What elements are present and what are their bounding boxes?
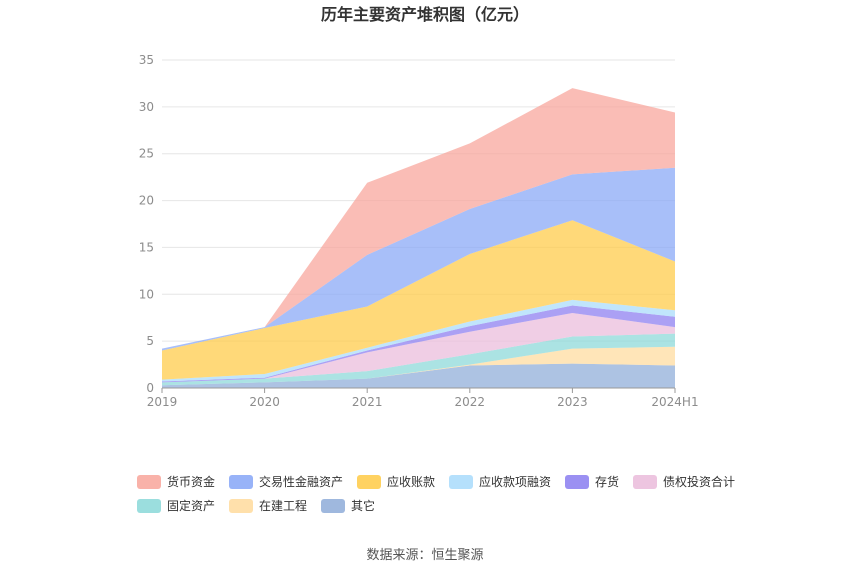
y-tick-label: 0 <box>146 381 154 395</box>
legend-swatch <box>137 499 161 513</box>
area-series-3 <box>162 313 675 383</box>
legend-label: 应收账款 <box>387 474 435 489</box>
legend-swatch <box>357 475 381 489</box>
legend-label: 在建工程 <box>259 498 307 513</box>
chart-title: 历年主要资产堆积图（亿元） <box>321 5 529 24</box>
area-series-0 <box>162 363 675 388</box>
legend-item[interactable]: 债权投资合计 <box>633 474 735 489</box>
area-series-8 <box>162 88 675 349</box>
y-tick-label: 35 <box>139 53 154 67</box>
y-tick-label: 15 <box>139 240 154 254</box>
legend-item[interactable]: 固定资产 <box>137 498 215 513</box>
area-series-4 <box>162 305 675 383</box>
legend-item[interactable]: 交易性金融资产 <box>229 474 343 489</box>
x-tick-label: 2022 <box>455 395 486 409</box>
area-series-7 <box>162 167 675 351</box>
data-source: 数据来源：恒生聚源 <box>366 548 483 563</box>
legend-item[interactable]: 应收款项融资 <box>449 474 551 489</box>
legend-label: 应收款项融资 <box>479 474 551 489</box>
axes: 2019 2020 2021 2022 2023 2024H1 <box>147 387 699 409</box>
legend-swatch <box>565 475 589 489</box>
x-tick-label: 2019 <box>147 395 178 409</box>
legend-swatch <box>449 475 473 489</box>
legend-label: 货币资金 <box>167 474 215 489</box>
x-tick-label: 2024H1 <box>651 395 698 409</box>
y-tick-label: 20 <box>139 194 154 208</box>
x-tick-label: 2020 <box>249 395 280 409</box>
legend-item[interactable]: 其它 <box>321 498 375 513</box>
area-series <box>162 88 675 388</box>
legend-label: 债权投资合计 <box>663 474 735 489</box>
area-series-2 <box>162 333 675 386</box>
legend-label: 交易性金融资产 <box>259 474 343 489</box>
area-series-1 <box>162 346 675 386</box>
x-tick-label: 2021 <box>352 395 383 409</box>
legend-swatch <box>321 499 345 513</box>
area-series-5 <box>162 299 675 382</box>
legend-item[interactable]: 存货 <box>565 474 619 489</box>
y-tick-label: 25 <box>139 147 154 161</box>
legend-swatch <box>229 475 253 489</box>
legend-swatch <box>137 475 161 489</box>
y-tick-label: 30 <box>139 100 154 114</box>
y-tick-label: 10 <box>139 287 154 301</box>
legend-item[interactable]: 在建工程 <box>229 498 307 513</box>
x-tick-label: 2023 <box>557 395 588 409</box>
legend-swatch <box>633 475 657 489</box>
legend-label: 存货 <box>595 474 619 489</box>
area-series-6 <box>162 220 675 380</box>
legend-item[interactable]: 应收账款 <box>357 474 435 489</box>
legend-label: 其它 <box>351 498 375 513</box>
legend-label: 固定资产 <box>167 498 215 513</box>
legend-swatch <box>229 499 253 513</box>
legend-item[interactable]: 货币资金 <box>137 474 215 489</box>
y-tick-label: 5 <box>146 334 154 348</box>
